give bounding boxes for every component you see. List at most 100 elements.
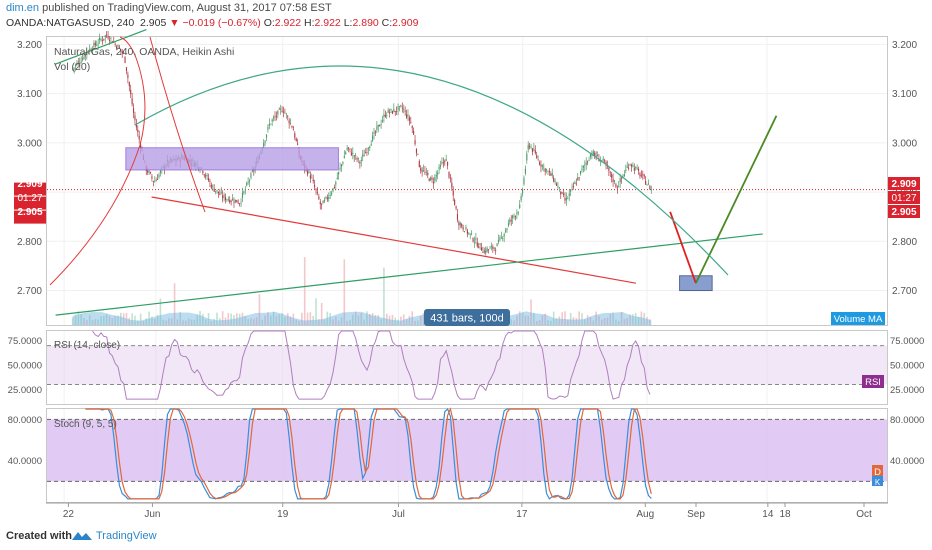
candle-body	[329, 195, 331, 196]
volume-bar	[139, 313, 142, 325]
candle-body	[604, 160, 606, 162]
candle-body	[513, 215, 515, 217]
candle-body	[495, 249, 497, 251]
legend: Natural Gas, 240, OANDA, Heikin Ashi Vol…	[54, 46, 234, 430]
candle-body	[321, 203, 323, 205]
candle-body	[369, 146, 371, 148]
candle-body	[237, 202, 239, 204]
last-price-badge-left: 2.905	[17, 207, 42, 218]
candle-body	[398, 105, 401, 107]
volume-bar	[411, 311, 414, 325]
candle-body	[400, 105, 402, 107]
volume-bar	[609, 313, 612, 325]
candle-body	[592, 151, 594, 155]
candle-body	[420, 168, 422, 171]
candle-body	[618, 186, 620, 188]
volume-bar	[589, 316, 592, 325]
volume-bar	[600, 319, 603, 325]
volume-bar	[569, 312, 572, 325]
main-legend: Natural Gas, 240, OANDA, Heikin Ashi	[54, 46, 234, 58]
candle-body	[374, 131, 377, 133]
volume-bar	[632, 314, 634, 325]
candle-body	[407, 114, 409, 117]
candle-body	[448, 172, 450, 178]
candle-body	[637, 168, 640, 171]
volume-bar	[530, 299, 532, 325]
open-value: 2.922	[274, 17, 302, 29]
tradingview-link[interactable]: TradingView	[96, 530, 157, 542]
rsi-tick-label-left: 50.0000	[8, 361, 42, 372]
volume-bar	[250, 318, 252, 325]
volume-bar	[193, 319, 196, 325]
volume-bar	[340, 317, 343, 325]
volume-bar	[292, 313, 295, 325]
volume-bar	[136, 320, 139, 325]
candle-body	[452, 190, 454, 196]
candle-body	[521, 189, 524, 194]
volume-ma-label: Volume MA	[834, 314, 883, 325]
candle-body	[410, 122, 412, 123]
volume-bar	[190, 319, 193, 325]
volume-bar	[281, 312, 283, 325]
volume-bar	[145, 318, 148, 325]
candle-body	[116, 46, 118, 49]
candle-body	[264, 140, 266, 143]
volume-bar	[397, 319, 399, 325]
volume-bar	[94, 319, 97, 325]
candle-body	[215, 190, 217, 192]
candle-body	[106, 34, 108, 36]
candle-body	[80, 61, 82, 63]
candle-body	[295, 138, 297, 141]
volume-bar	[221, 311, 224, 325]
candle-body	[96, 44, 98, 46]
candle-body	[503, 234, 505, 237]
candle-body	[486, 248, 488, 251]
volume-bar	[148, 311, 150, 325]
tradingview-logo-icon	[72, 532, 92, 540]
candle-body	[642, 174, 644, 176]
candle-body	[628, 167, 630, 169]
candle-body	[506, 228, 508, 230]
author-link[interactable]: dim.en	[6, 2, 40, 14]
volume-bar	[405, 318, 408, 325]
volume-bar	[71, 317, 74, 325]
price-tick-label-left: 3.100	[17, 89, 42, 100]
candle-body	[345, 152, 347, 154]
indicator-panes	[47, 330, 887, 500]
candle-body	[370, 144, 372, 146]
candle-body	[73, 67, 75, 69]
trendline-green	[55, 29, 147, 65]
candle-body	[479, 243, 481, 245]
candle-body	[560, 191, 562, 195]
volume-bar	[349, 319, 351, 325]
volume-bar	[374, 314, 377, 325]
candle-body	[101, 40, 103, 41]
volume-bar	[185, 320, 187, 325]
last-price-badge-right: 2.905	[891, 207, 916, 218]
volume-bar	[80, 313, 83, 325]
candle-body	[326, 197, 328, 200]
candle-body	[536, 155, 538, 158]
volume-bar	[558, 316, 561, 325]
red-curve	[49, 36, 146, 286]
volume-bar	[518, 311, 521, 325]
red-diagonal	[149, 36, 206, 213]
candle-body	[355, 155, 357, 156]
volume-bar	[337, 320, 340, 325]
candle-body	[114, 43, 116, 45]
candle-body	[349, 148, 351, 150]
candle-body	[403, 109, 405, 111]
volume-bar	[100, 316, 102, 325]
ohlc-line: OANDA:NATGASUSD, 240 2.905 ▼ −0.019 (−0.…	[6, 17, 418, 29]
volume-bar	[159, 298, 162, 325]
candle-body	[77, 61, 79, 63]
drawings[interactable]	[49, 29, 778, 316]
candle-body	[625, 169, 627, 171]
candle-body	[482, 252, 484, 254]
price-tick-label-left: 2.800	[17, 237, 42, 248]
candle-body	[594, 152, 596, 156]
candle-body	[439, 165, 442, 167]
bars-badge: 431 bars, 100d	[424, 309, 510, 326]
volume-bar	[284, 317, 286, 325]
